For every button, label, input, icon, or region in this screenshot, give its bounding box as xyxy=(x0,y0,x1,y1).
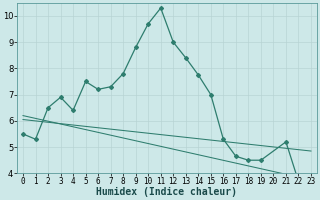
X-axis label: Humidex (Indice chaleur): Humidex (Indice chaleur) xyxy=(97,187,237,197)
